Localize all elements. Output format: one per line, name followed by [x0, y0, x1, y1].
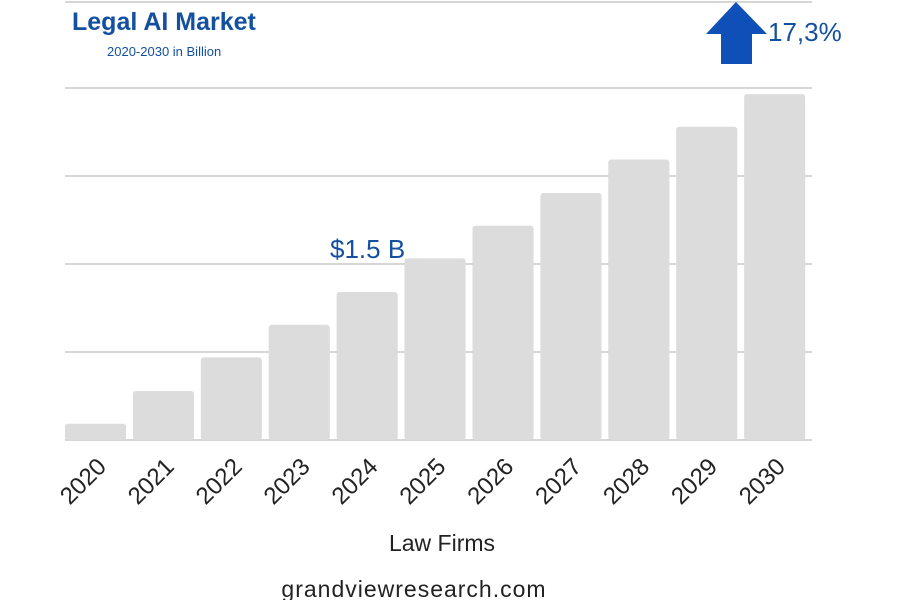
bar-2029	[676, 126, 738, 441]
bar-2026	[472, 225, 534, 440]
bar-2023	[268, 324, 330, 440]
x-tick-label: 2026	[462, 453, 519, 510]
x-tick-label: 2027	[530, 453, 587, 510]
bar-2022	[200, 357, 262, 440]
bar-2030	[744, 94, 806, 440]
x-tick-label: 2025	[394, 453, 451, 510]
x-tick-label: 2020	[55, 453, 112, 510]
bar-2021	[132, 391, 194, 440]
x-axis-label: Law Firms	[388, 530, 496, 556]
x-tick-label: 2024	[327, 453, 384, 510]
x-tick-label: 2023	[259, 453, 316, 510]
x-tick-labels: 2020 2021 2022 2023 2024 2025 2026 2027 2028 2029…	[55, 453, 791, 510]
value-annotation: $1.5 B	[330, 234, 406, 264]
x-tick-label: 2022	[191, 453, 248, 510]
cagr-arrow	[706, 2, 767, 64]
cagr-label: 17,3%	[768, 17, 842, 47]
bar-2020	[65, 423, 127, 440]
chart-subtitle: 2020-2030 in Billion	[107, 44, 222, 59]
chart-title: Legal AI Market	[72, 8, 256, 36]
arrow-up-icon	[706, 2, 767, 64]
bars	[65, 94, 806, 441]
bar-2024	[336, 292, 398, 440]
bar-2027	[540, 193, 602, 440]
x-tick-label: 2030	[734, 453, 791, 510]
bar-2025	[404, 258, 466, 440]
x-tick-label: 2021	[123, 453, 180, 510]
bar-2028	[608, 159, 670, 440]
x-tick-label: 2029	[666, 453, 723, 510]
x-tick-label: 2028	[598, 453, 655, 510]
source-label: grandviewresearch.com	[281, 576, 547, 600]
